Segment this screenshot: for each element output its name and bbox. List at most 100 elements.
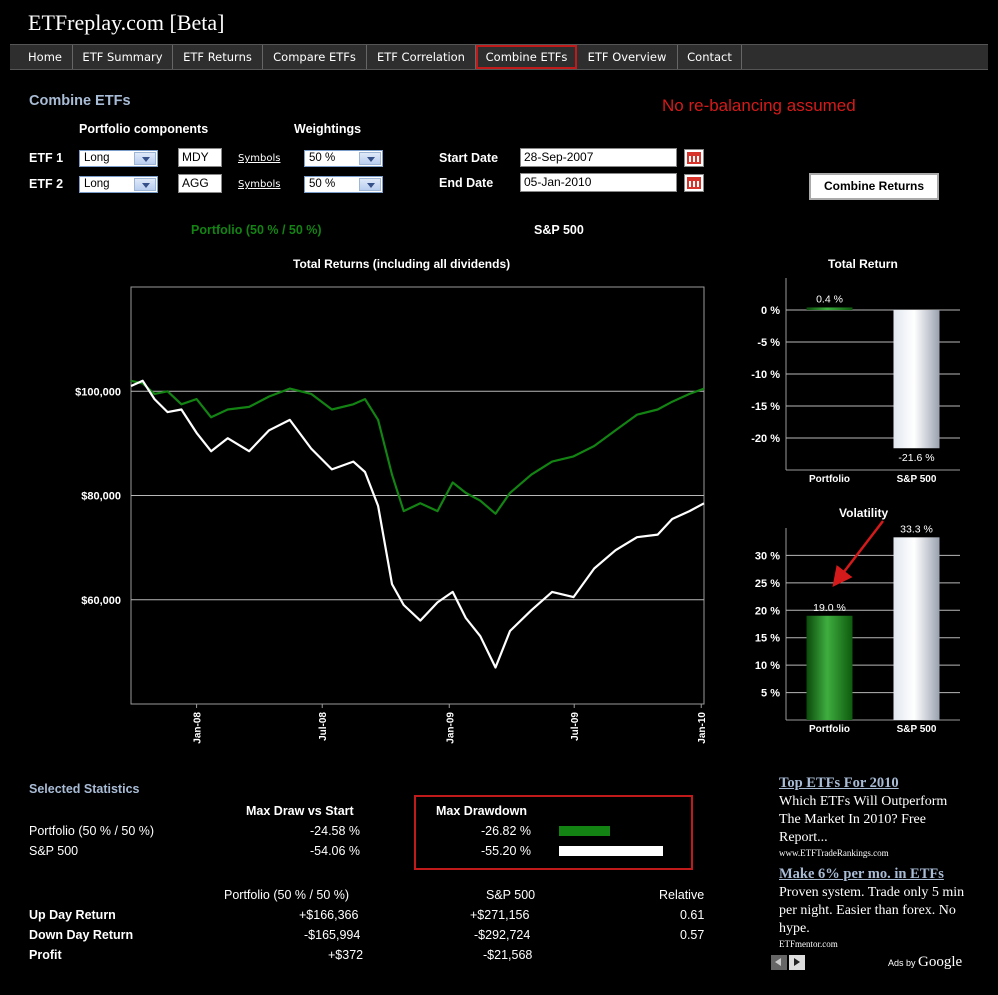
x-tick-label: Jan-08 <box>193 712 204 744</box>
weightings-label: Weightings <box>294 122 362 136</box>
start-date-label: Start Date <box>439 151 499 165</box>
x-tick-label: Jan-10 <box>697 712 708 744</box>
nav-contact[interactable]: Contact <box>678 45 742 69</box>
sp500-series-line <box>130 379 705 669</box>
combine-returns-button[interactable]: Combine Returns <box>809 173 939 200</box>
etf1-position-select[interactable]: Long <box>79 150 158 167</box>
y-tick-label: $80,000 <box>81 491 121 503</box>
calendar-icon[interactable] <box>684 149 704 167</box>
selected-statistics-heading: Selected Statistics <box>29 782 140 796</box>
etf1-weight-value: 50 % <box>309 152 336 164</box>
volatility-chart-title: Volatility <box>839 506 889 520</box>
y-tick-label: 15 % <box>755 633 780 645</box>
ads-prev-button[interactable] <box>771 955 787 970</box>
ad-body-1: Which ETFs Will Outperform The Market In… <box>779 794 948 845</box>
components-label: Portfolio components <box>79 122 209 136</box>
y-tick-label: $60,000 <box>81 595 121 607</box>
nav-compare-etfs[interactable]: Compare ETFs <box>263 45 367 69</box>
y-tick-label: 5 % <box>761 688 780 700</box>
t2-row-relative: 0.61 <box>680 908 705 922</box>
stats-row-sp500-mdvs: -54.06 % <box>310 844 361 858</box>
start-date-input[interactable]: 28-Sep-2007 <box>520 148 677 167</box>
bar-category-label: Portfolio <box>809 474 850 485</box>
etf1-weight-select[interactable]: 50 % <box>304 150 383 167</box>
y-tick-label: 25 % <box>755 578 780 590</box>
portfolio-series-line <box>130 379 705 515</box>
t2-row-label: Down Day Return <box>29 928 134 942</box>
chevron-down-icon <box>134 152 156 165</box>
nav-etf-summary[interactable]: ETF Summary <box>73 45 173 69</box>
y-tick-label: 10 % <box>755 660 780 672</box>
line-chart-title: Total Returns (including all dividends) <box>293 257 511 271</box>
drawdown-bar-sp500 <box>559 846 663 856</box>
y-tick-label: -20 % <box>751 433 780 445</box>
end-date-input[interactable]: 05-Jan-2010 <box>520 173 677 192</box>
etf1-label: ETF 1 <box>29 151 64 165</box>
stats-row-portfolio-name: Portfolio (50 % / 50 %) <box>29 824 155 838</box>
bar-data-label: 33.3 % <box>900 523 933 535</box>
t2-header-relative: Relative <box>659 888 705 902</box>
end-date-label: End Date <box>439 176 494 190</box>
stats-row-sp500-mdd: -55.20 % <box>481 844 532 858</box>
etf2-label: ETF 2 <box>29 177 64 191</box>
etf2-weight-select[interactable]: 50 % <box>304 176 383 193</box>
etf2-symbols-link[interactable]: Symbols <box>238 179 281 190</box>
col-max-drawdown: Max Drawdown <box>436 804 527 818</box>
main-nav: Home ETF Summary ETF Returns Compare ETF… <box>10 44 988 70</box>
nav-etf-overview[interactable]: ETF Overview <box>577 45 678 69</box>
t2-row-sp500: -$292,724 <box>474 928 531 942</box>
bar-data-label: 19.0 % <box>813 602 846 614</box>
y-tick-label: 0 % <box>761 305 780 317</box>
total-return-bar-chart: 0 % -5 % -10 % -15 % -20 % 0.4 % Portfolio -21.… <box>751 278 960 485</box>
bar-data-label: 0.4 % <box>816 293 843 305</box>
stats-row-portfolio-mdvs: -24.58 % <box>310 824 361 838</box>
etf1-symbol-input[interactable]: MDY <box>178 148 222 167</box>
etf2-weight-value: 50 % <box>309 178 336 190</box>
col-max-draw-vs-start: Max Draw vs Start <box>246 804 354 818</box>
t2-row-portfolio: +$372 <box>328 948 364 962</box>
stats-row-sp500-name: S&P 500 <box>29 844 79 858</box>
rebalancing-notice: No re-balancing assumed <box>662 96 856 115</box>
google-logo: Google <box>918 954 963 970</box>
t2-row-label: Profit <box>29 948 62 962</box>
t2-row-label: Up Day Return <box>29 908 116 922</box>
chevron-down-icon <box>359 178 381 191</box>
t2-row-relative: 0.57 <box>680 928 705 942</box>
bar-sp500 <box>893 537 940 720</box>
chevron-down-icon <box>359 152 381 165</box>
ads-next-button[interactable] <box>789 955 805 970</box>
etf2-position-select[interactable]: Long <box>79 176 158 193</box>
x-tick-label: Jul-08 <box>318 712 329 741</box>
nav-etf-correlation[interactable]: ETF Correlation <box>367 45 476 69</box>
t2-row-sp500: +$271,156 <box>470 908 530 922</box>
etf1-position-value: Long <box>84 152 110 164</box>
y-tick-label: 20 % <box>755 605 780 617</box>
annotation-arrow <box>832 520 884 587</box>
legend-sp500: S&P 500 <box>534 223 584 237</box>
t2-row-sp500: -$21,568 <box>483 948 533 962</box>
ads-by-prefix: Ads by <box>888 958 916 968</box>
bar-category-label: S&P 500 <box>897 474 937 485</box>
ad-title-1[interactable]: Top ETFs For 2010 <box>779 775 899 791</box>
nav-combine-etfs[interactable]: Combine ETFs <box>476 45 577 69</box>
etf1-symbols-link[interactable]: Symbols <box>238 153 281 164</box>
x-tick-label: Jul-09 <box>570 712 581 741</box>
page-title: Combine ETFs <box>29 93 131 109</box>
bar-category-label: S&P 500 <box>897 724 937 735</box>
total-return-chart-title: Total Return <box>828 257 898 271</box>
stats-row-portfolio-mdd: -26.82 % <box>481 824 532 838</box>
volatility-bar-chart: 30 % 25 % 20 % 15 % 10 % 5 % 19.0 % Portfolio 33… <box>755 523 960 735</box>
etf2-symbol-input[interactable]: AGG <box>178 174 222 193</box>
ad-url-2[interactable]: ETFmentor.com <box>779 939 838 949</box>
ad-title-2[interactable]: Make 6% per mo. in ETFs <box>779 866 944 882</box>
calendar-icon[interactable] <box>684 174 704 192</box>
y-tick-label: -10 % <box>751 369 780 381</box>
y-tick-label: -15 % <box>751 401 780 413</box>
bar-portfolio <box>806 307 853 310</box>
ad-url-1[interactable]: www.ETFTradeRankings.com <box>779 848 889 858</box>
nav-etf-returns[interactable]: ETF Returns <box>173 45 263 69</box>
y-tick-label: 30 % <box>755 550 780 562</box>
nav-home[interactable]: Home <box>18 45 73 69</box>
y-tick-label: $100,000 <box>75 386 121 398</box>
bar-sp500 <box>893 310 940 449</box>
